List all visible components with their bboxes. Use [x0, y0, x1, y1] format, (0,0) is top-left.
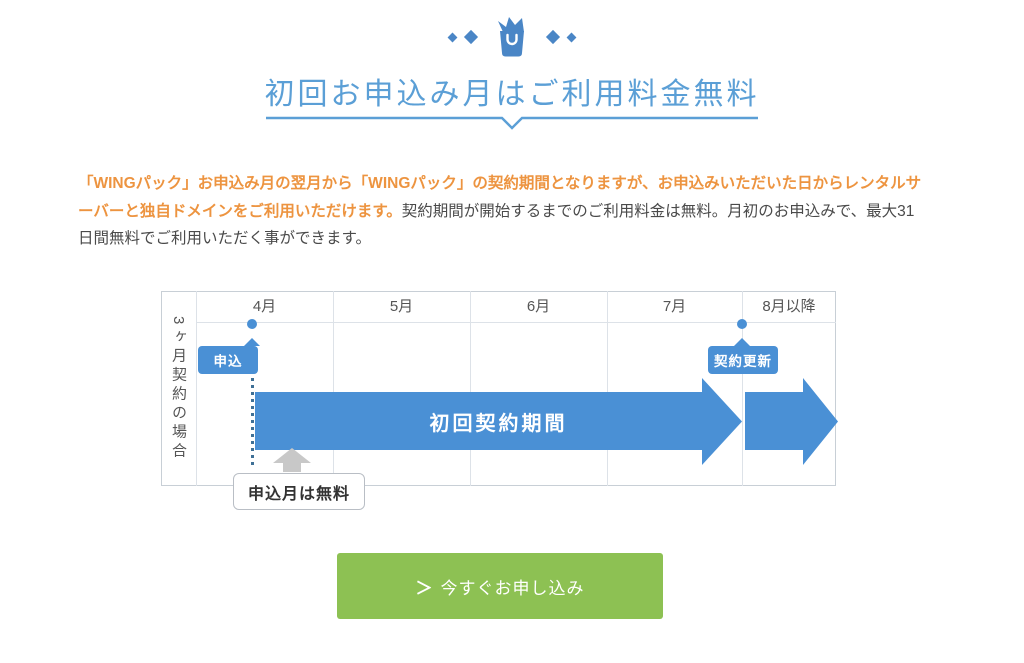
renewal-date-dot [737, 319, 747, 329]
column-divider [333, 291, 334, 486]
apply-badge: 申込 [198, 338, 260, 374]
diamond-icon [463, 29, 479, 45]
contract-timeline-diagram: 4月 5月 6月 7月 8月以降 3ヶ月契約の場合 申込 契約更新 初回契約期間… [161, 291, 838, 510]
row-label-contract-case: 3ヶ月契約の場合 [170, 315, 187, 462]
diamond-icon [566, 32, 577, 42]
column-divider [470, 291, 471, 486]
shopping-bag-icon [494, 16, 530, 58]
column-divider [742, 291, 743, 486]
diamond-icon [447, 32, 458, 42]
next-contract-arrow [745, 378, 838, 465]
intro-paragraph: 「WINGパック」お申込み月の翌月から「WINGパック」の契約期間となりますが、… [78, 170, 923, 253]
header-decoration [0, 16, 1024, 58]
header-divider [196, 322, 836, 323]
month-header-april: 4月 [252, 298, 277, 315]
diamond-icon [545, 29, 561, 45]
month-header-may: 5月 [389, 298, 414, 315]
free-month-tooltip: 申込月は無料 [233, 473, 365, 510]
page-title: 初回お申込み月はご利用料金無料 [264, 78, 760, 111]
month-header-june: 6月 [526, 298, 551, 315]
apply-date-dot [247, 319, 257, 329]
renewal-badge: 契約更新 [708, 338, 778, 374]
month-header-july: 7月 [662, 298, 687, 315]
contract-period-arrows [255, 378, 838, 472]
column-divider [607, 291, 608, 486]
chevron-right-icon: ＞ [415, 578, 434, 598]
apply-now-label: 今すぐお申し込み [440, 578, 585, 598]
intro-highlight-text: 「WINGパック」お申込み月の翌月から「WINGパック」の契約期間となりますが、… [78, 175, 922, 220]
first-contract-arrow [255, 378, 742, 465]
apply-now-button[interactable]: ＞ 今すぐお申し込み [337, 553, 663, 619]
title-underline-notch [266, 116, 758, 130]
timeline-table [161, 291, 836, 486]
column-divider [196, 291, 197, 486]
free-month-up-arrow [273, 448, 311, 472]
apply-date-dotted-line [251, 378, 254, 468]
intro-normal-text: 契約期間が開始するまでのご利用料金は無料。月初のお申込みで、最大31日間無料でご… [78, 202, 915, 248]
month-header-august-onward: 8月以降 [762, 298, 816, 315]
first-contract-period-label: 初回契約期間 [429, 412, 568, 435]
